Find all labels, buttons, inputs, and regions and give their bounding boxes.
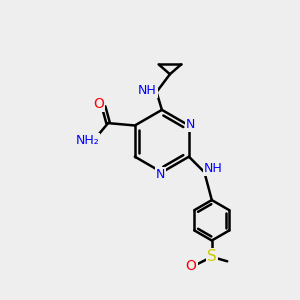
Text: S: S [207, 249, 217, 264]
Text: N: N [186, 118, 195, 131]
Text: NH: NH [138, 84, 157, 97]
Text: NH₂: NH₂ [75, 134, 99, 147]
Text: N: N [156, 168, 165, 181]
Text: O: O [93, 97, 104, 111]
Text: O: O [186, 259, 196, 273]
Text: NH: NH [204, 162, 223, 175]
